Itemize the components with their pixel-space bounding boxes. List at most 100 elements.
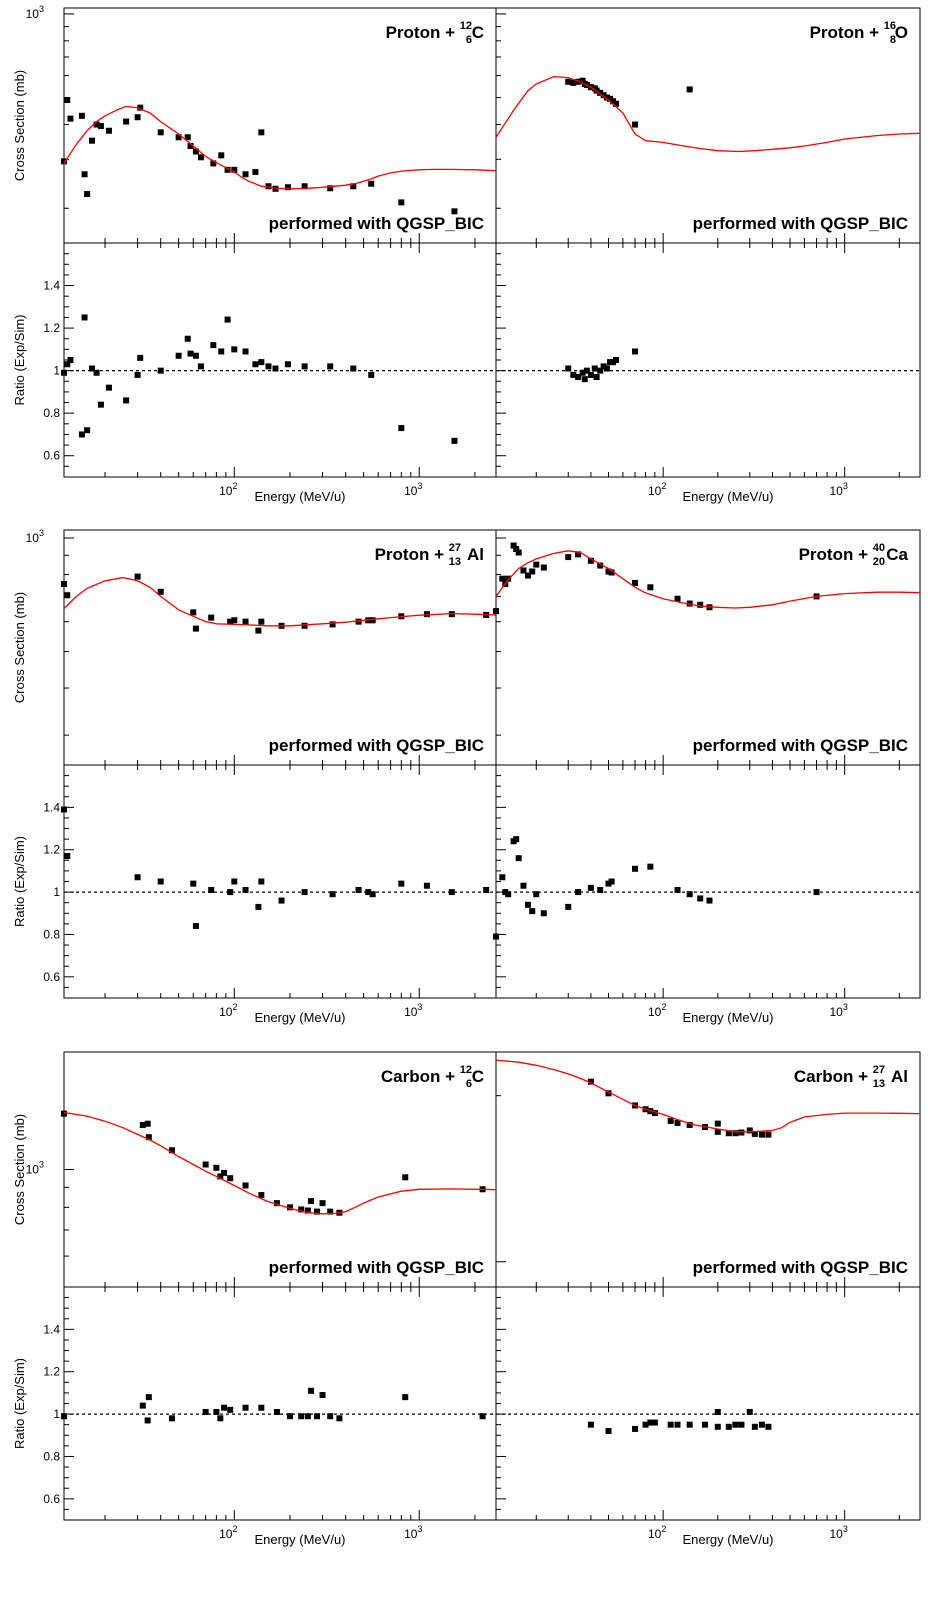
data-point bbox=[613, 100, 620, 107]
ratio-point bbox=[202, 1408, 209, 1415]
data-point bbox=[319, 1200, 326, 1207]
data-point bbox=[168, 1147, 175, 1154]
y-axis-title-ratio: Ratio (Exp/Sim) bbox=[12, 836, 27, 927]
ratio-tick-label: 1.2 bbox=[43, 321, 60, 335]
ratio-point bbox=[265, 363, 272, 370]
x-tick-label: 102 bbox=[219, 481, 237, 498]
ratio-tick-label: 1 bbox=[53, 364, 60, 378]
data-point bbox=[368, 180, 375, 187]
data-point bbox=[145, 1134, 152, 1141]
ratio-panel-frame bbox=[495, 242, 921, 478]
data-point bbox=[505, 575, 512, 582]
data-point bbox=[139, 1122, 146, 1129]
data-point bbox=[350, 183, 357, 190]
x-tick-label: 103 bbox=[404, 481, 422, 498]
panel-title-element: Al bbox=[467, 545, 484, 564]
data-point bbox=[686, 86, 693, 93]
ratio-point bbox=[674, 1421, 681, 1428]
ratio-point bbox=[192, 922, 199, 929]
ratio-point bbox=[258, 359, 265, 366]
ratio-point bbox=[714, 1408, 721, 1415]
ratio-point bbox=[231, 878, 238, 885]
ratio-point bbox=[197, 363, 204, 370]
ratio-point bbox=[301, 889, 308, 896]
panel-title-mass: 27 bbox=[873, 1064, 885, 1076]
x-tick-label: 102 bbox=[648, 1524, 666, 1541]
data-point bbox=[197, 154, 204, 161]
data-point bbox=[327, 185, 334, 192]
ratio-tick-label: 1.4 bbox=[43, 1322, 60, 1336]
ratio-point bbox=[765, 1423, 772, 1430]
data-point bbox=[192, 625, 199, 632]
data-point bbox=[575, 551, 582, 558]
ratio-point bbox=[515, 855, 522, 862]
x-axis-title: Energy (MeV/u) bbox=[682, 489, 773, 504]
ratio-point bbox=[505, 891, 512, 898]
ratio-point bbox=[746, 1408, 753, 1415]
ratio-panel-frame bbox=[63, 1286, 497, 1521]
ratio-point bbox=[583, 367, 590, 374]
data-point bbox=[64, 592, 71, 599]
data-point bbox=[298, 1206, 305, 1213]
data-point bbox=[190, 609, 197, 616]
ratio-panel-frame bbox=[495, 1286, 921, 1521]
data-point bbox=[603, 94, 610, 101]
data-point bbox=[272, 185, 279, 192]
data-point bbox=[255, 627, 262, 634]
ratio-point bbox=[81, 314, 88, 321]
panel-title-element: Ca bbox=[886, 545, 908, 564]
y-axis-title-cs: Cross Section (mb) bbox=[12, 592, 27, 703]
ratio-point bbox=[350, 365, 357, 372]
data-point bbox=[175, 134, 182, 141]
data-point bbox=[184, 134, 191, 141]
y-axis-title-ratio: Ratio (Exp/Sim) bbox=[12, 314, 27, 405]
data-point bbox=[738, 1129, 745, 1136]
data-point bbox=[210, 160, 217, 167]
data-point bbox=[192, 148, 199, 155]
data-point bbox=[697, 601, 704, 608]
ratio-point bbox=[725, 1423, 732, 1430]
y-axis-title-ratio: Ratio (Exp/Sim) bbox=[12, 1358, 27, 1449]
ratio-point bbox=[499, 874, 506, 881]
ratio-tick-label: 1 bbox=[53, 885, 60, 899]
ratio-point bbox=[597, 367, 604, 374]
ratio-point bbox=[529, 908, 536, 915]
ratio-point bbox=[758, 1421, 765, 1428]
data-point bbox=[218, 152, 225, 159]
ratio-point bbox=[540, 910, 547, 917]
panel-title-charge: 8 bbox=[890, 34, 896, 46]
model-label: performed with QGSP_BIC bbox=[693, 1258, 908, 1277]
data-point bbox=[308, 1198, 315, 1205]
model-curve bbox=[495, 1059, 921, 1133]
ratio-point bbox=[134, 874, 141, 881]
data-point bbox=[157, 588, 164, 595]
cs-panel-frame bbox=[63, 7, 497, 244]
ratio-tick-label: 0.6 bbox=[43, 1492, 60, 1506]
x-tick-label: 102 bbox=[648, 1002, 666, 1019]
ratio-point bbox=[642, 1421, 649, 1428]
x-tick-label: 103 bbox=[404, 1524, 422, 1541]
data-point bbox=[725, 1130, 732, 1137]
ratio-point bbox=[242, 886, 249, 893]
ratio-point bbox=[593, 374, 600, 381]
ratio-point bbox=[105, 384, 112, 391]
panel-title-projectile: Carbon + bbox=[794, 1067, 868, 1086]
data-point bbox=[423, 611, 430, 618]
ratio-point bbox=[286, 1413, 293, 1420]
ratio-point bbox=[329, 891, 336, 898]
ratio-point bbox=[732, 1421, 739, 1428]
ratio-point bbox=[813, 889, 820, 896]
y-axis-title-cs: Cross Section (mb) bbox=[12, 70, 27, 181]
data-point bbox=[533, 561, 540, 568]
ratio-point bbox=[686, 1421, 693, 1428]
data-point bbox=[579, 77, 586, 84]
ratio-point bbox=[493, 933, 499, 940]
ratio-tick-label: 0.6 bbox=[43, 449, 60, 463]
ratio-point bbox=[258, 1404, 265, 1411]
ratio-point bbox=[258, 878, 265, 885]
ratio-point bbox=[184, 335, 191, 342]
x-tick-label: 103 bbox=[404, 1002, 422, 1019]
x-tick-label: 102 bbox=[219, 1524, 237, 1541]
ratio-point bbox=[575, 889, 582, 896]
